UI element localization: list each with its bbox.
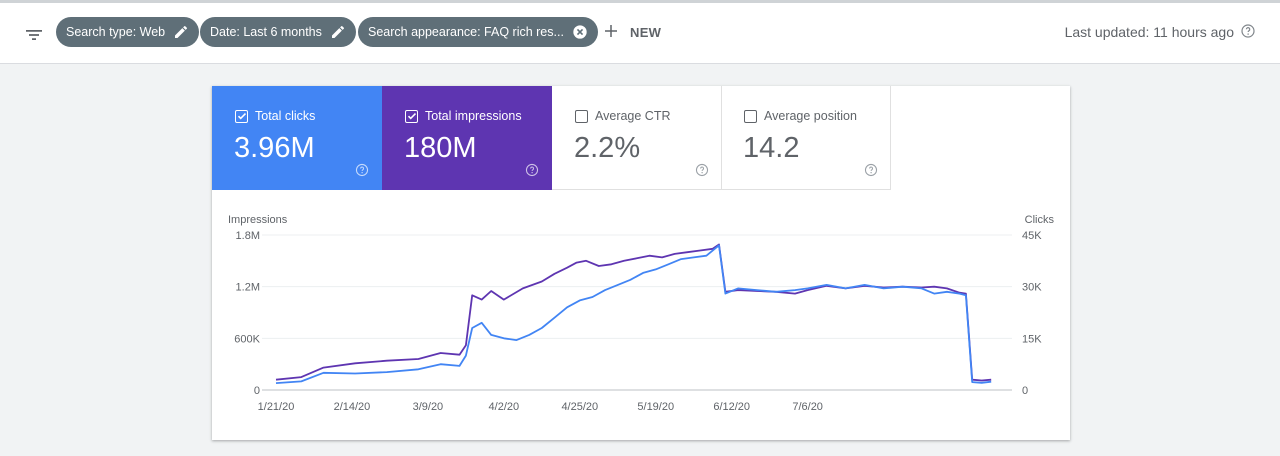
help-icon[interactable]	[864, 163, 878, 177]
metric-value: 14.2	[743, 132, 800, 164]
close-circle-icon[interactable]	[572, 24, 588, 40]
checkbox-unchecked-icon[interactable]	[744, 109, 757, 123]
help-icon[interactable]	[1240, 23, 1256, 42]
checkbox-checked-icon[interactable]	[235, 109, 248, 123]
x-tick-label: 2/14/20	[334, 401, 371, 413]
last-updated-text: Last updated: 11 hours ago	[1064, 24, 1234, 40]
metric-average-ctr[interactable]: Average CTR 2.2%	[552, 86, 722, 190]
chip-search-type[interactable]: Search type: Web	[56, 17, 200, 47]
chip-label: Date: Last 6 months	[210, 25, 322, 39]
right-axis-title: Clicks	[1025, 214, 1055, 226]
new-filter-label: NEW	[630, 24, 662, 40]
chip-label: Search type: Web	[66, 25, 166, 39]
performance-card: Total clicks 3.96M Total impressions 180…	[212, 86, 1070, 440]
help-icon[interactable]	[695, 163, 709, 177]
y-right-tick-label: 0	[1022, 385, 1028, 397]
y-left-tick-label: 1.2M	[236, 282, 260, 294]
help-icon[interactable]	[355, 163, 369, 177]
metric-value: 3.96M	[234, 132, 315, 164]
y-left-tick-label: 600K	[234, 333, 260, 345]
metric-label: Total clicks	[255, 109, 316, 123]
metric-total-clicks[interactable]: Total clicks 3.96M	[212, 86, 382, 190]
y-left-tick-label: 0	[254, 385, 260, 397]
x-tick-label: 4/2/20	[489, 401, 520, 413]
performance-chart[interactable]: Impressions Clicks 0 0 600K 15K 1.2M 30K 1.8M 45K…	[212, 86, 1070, 440]
plus-icon	[602, 22, 620, 43]
pencil-icon[interactable]	[330, 24, 346, 40]
last-updated: Last updated: 11 hours ago	[1065, 17, 1256, 47]
help-icon[interactable]	[525, 163, 539, 177]
metric-average-position[interactable]: Average position 14.2	[721, 86, 891, 190]
left-axis-title: Impressions	[228, 214, 288, 226]
y-right-tick-label: 15K	[1022, 333, 1042, 345]
new-filter-button[interactable]: NEW	[602, 17, 661, 47]
x-tick-label: 7/6/20	[792, 401, 823, 413]
pencil-icon[interactable]	[173, 24, 189, 40]
x-tick-label: 4/25/20	[561, 401, 598, 413]
x-tick-label: 6/12/20	[713, 401, 750, 413]
checkbox-unchecked-icon[interactable]	[575, 109, 588, 123]
y-right-tick-label: 45K	[1022, 230, 1042, 242]
filter-toolbar: Search type: Web Date: Last 6 months Sea…	[0, 0, 1280, 64]
chip-label: Search appearance: FAQ rich res...	[368, 25, 564, 39]
metric-label: Average position	[764, 109, 857, 123]
series-line-impressions	[275, 243, 992, 382]
metric-label: Average CTR	[595, 109, 671, 123]
series-line-clicks	[275, 244, 992, 384]
y-right-tick-label: 30K	[1022, 282, 1042, 294]
x-tick-label: 3/9/20	[413, 401, 444, 413]
metric-total-impressions[interactable]: Total impressions 180M	[382, 86, 552, 190]
metric-value: 2.2%	[574, 132, 641, 164]
metric-value: 180M	[404, 132, 477, 164]
checkbox-checked-icon[interactable]	[405, 109, 418, 123]
chip-search-appearance[interactable]: Search appearance: FAQ rich res...	[358, 17, 598, 47]
x-tick-label: 5/19/20	[637, 401, 674, 413]
chip-date[interactable]: Date: Last 6 months	[200, 17, 356, 47]
y-left-tick-label: 1.8M	[236, 230, 260, 242]
filter-icon[interactable]	[22, 23, 46, 47]
x-tick-label: 1/21/20	[258, 401, 295, 413]
metric-label: Total impressions	[425, 109, 522, 123]
